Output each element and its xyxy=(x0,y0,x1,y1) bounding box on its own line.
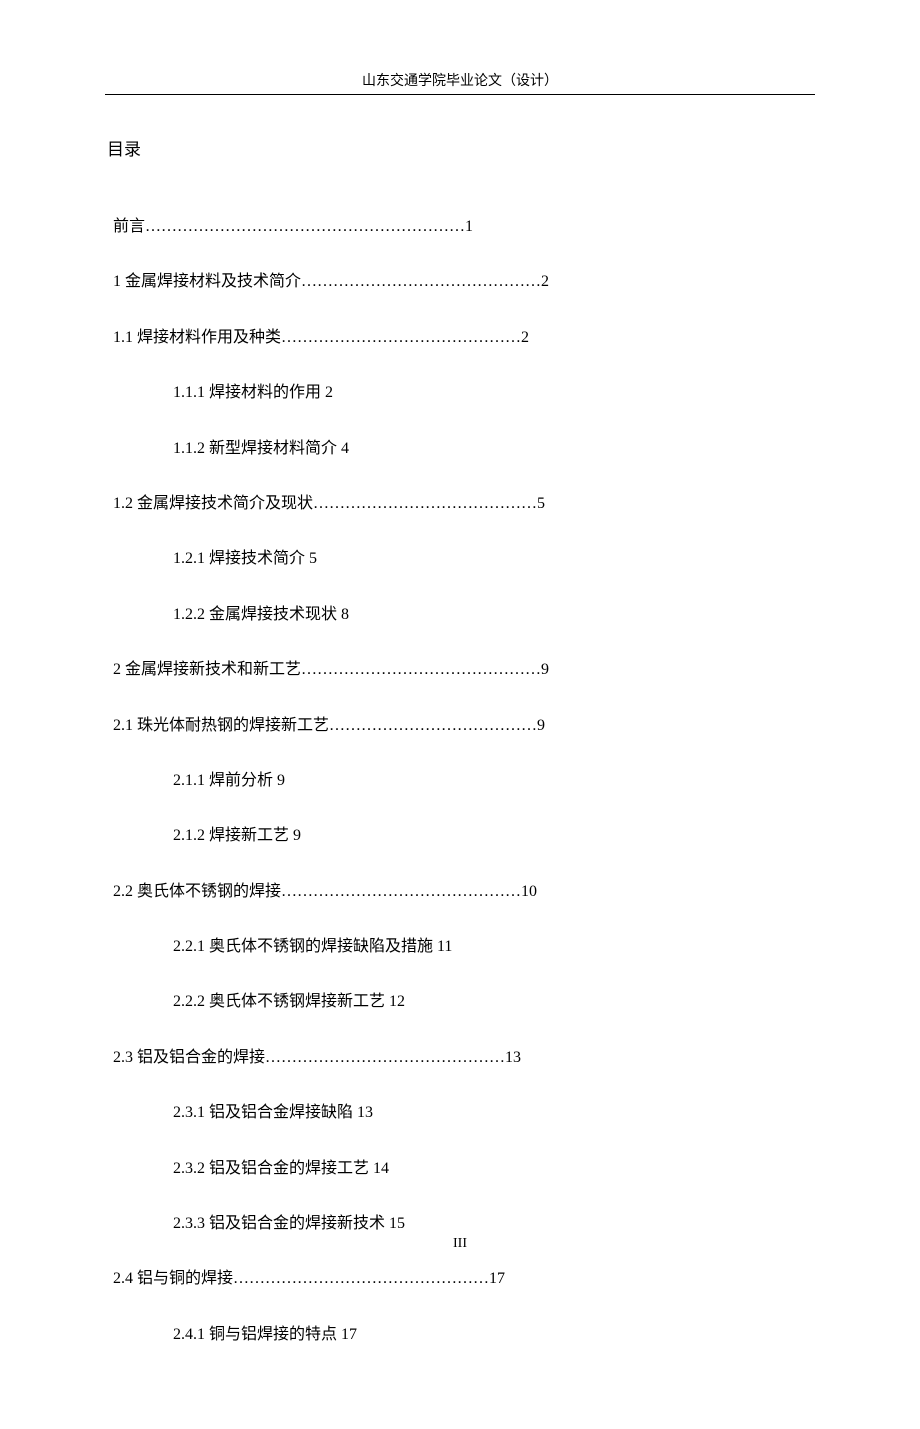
toc-entry: 1.1.2 新型焊接材料简介 4 xyxy=(173,438,815,460)
toc-container: 前言……………………………………………………1 1 金属焊接材料及技术简介…………… xyxy=(105,216,815,1346)
document-page: 山东交通学院毕业论文（设计） 目录 前言……………………………………………………… xyxy=(0,0,920,1429)
toc-entry: 1.1.1 焊接材料的作用 2 xyxy=(173,382,815,404)
toc-entry: 1.1 焊接材料作用及种类………………………………………2 xyxy=(113,327,815,349)
toc-entry: 2.1 珠光体耐热钢的焊接新工艺…………………………………9 xyxy=(113,715,815,737)
toc-entry: 前言……………………………………………………1 xyxy=(113,216,815,238)
toc-entry: 2.3.2 铝及铝合金的焊接工艺 14 xyxy=(173,1158,815,1180)
toc-title: 目录 xyxy=(107,135,815,160)
toc-entry: 2.2 奥氏体不锈钢的焊接………………………………………10 xyxy=(113,881,815,903)
toc-entry: 2.2.1 奥氏体不锈钢的焊接缺陷及措施 11 xyxy=(173,936,815,958)
toc-entry: 2.2.2 奥氏体不锈钢焊接新工艺 12 xyxy=(173,991,815,1013)
toc-entry: 2.1.2 焊接新工艺 9 xyxy=(173,825,815,847)
toc-entry: 2 金属焊接新技术和新工艺………………………………………9 xyxy=(113,659,815,681)
toc-entry: 2.3.3 铝及铝合金的焊接新技术 15 xyxy=(173,1213,815,1235)
toc-entry: 2.4 铝与铜的焊接…………………………………………17 xyxy=(113,1268,815,1290)
page-number: III xyxy=(0,1236,920,1252)
toc-entry: 1.2.2 金属焊接技术现状 8 xyxy=(173,604,815,626)
toc-entry: 2.1.1 焊前分析 9 xyxy=(173,770,815,792)
page-header: 山东交通学院毕业论文（设计） xyxy=(105,70,815,90)
header-divider xyxy=(105,94,815,95)
toc-entry: 1 金属焊接材料及技术简介………………………………………2 xyxy=(113,271,815,293)
toc-entry: 1.2 金属焊接技术简介及现状……………………………………5 xyxy=(113,493,815,515)
toc-entry: 1.2.1 焊接技术简介 5 xyxy=(173,548,815,570)
toc-entry: 2.4.1 铜与铝焊接的特点 17 xyxy=(173,1324,815,1346)
toc-entry: 2.3.1 铝及铝合金焊接缺陷 13 xyxy=(173,1102,815,1124)
toc-entry: 2.3 铝及铝合金的焊接………………………………………13 xyxy=(113,1047,815,1069)
